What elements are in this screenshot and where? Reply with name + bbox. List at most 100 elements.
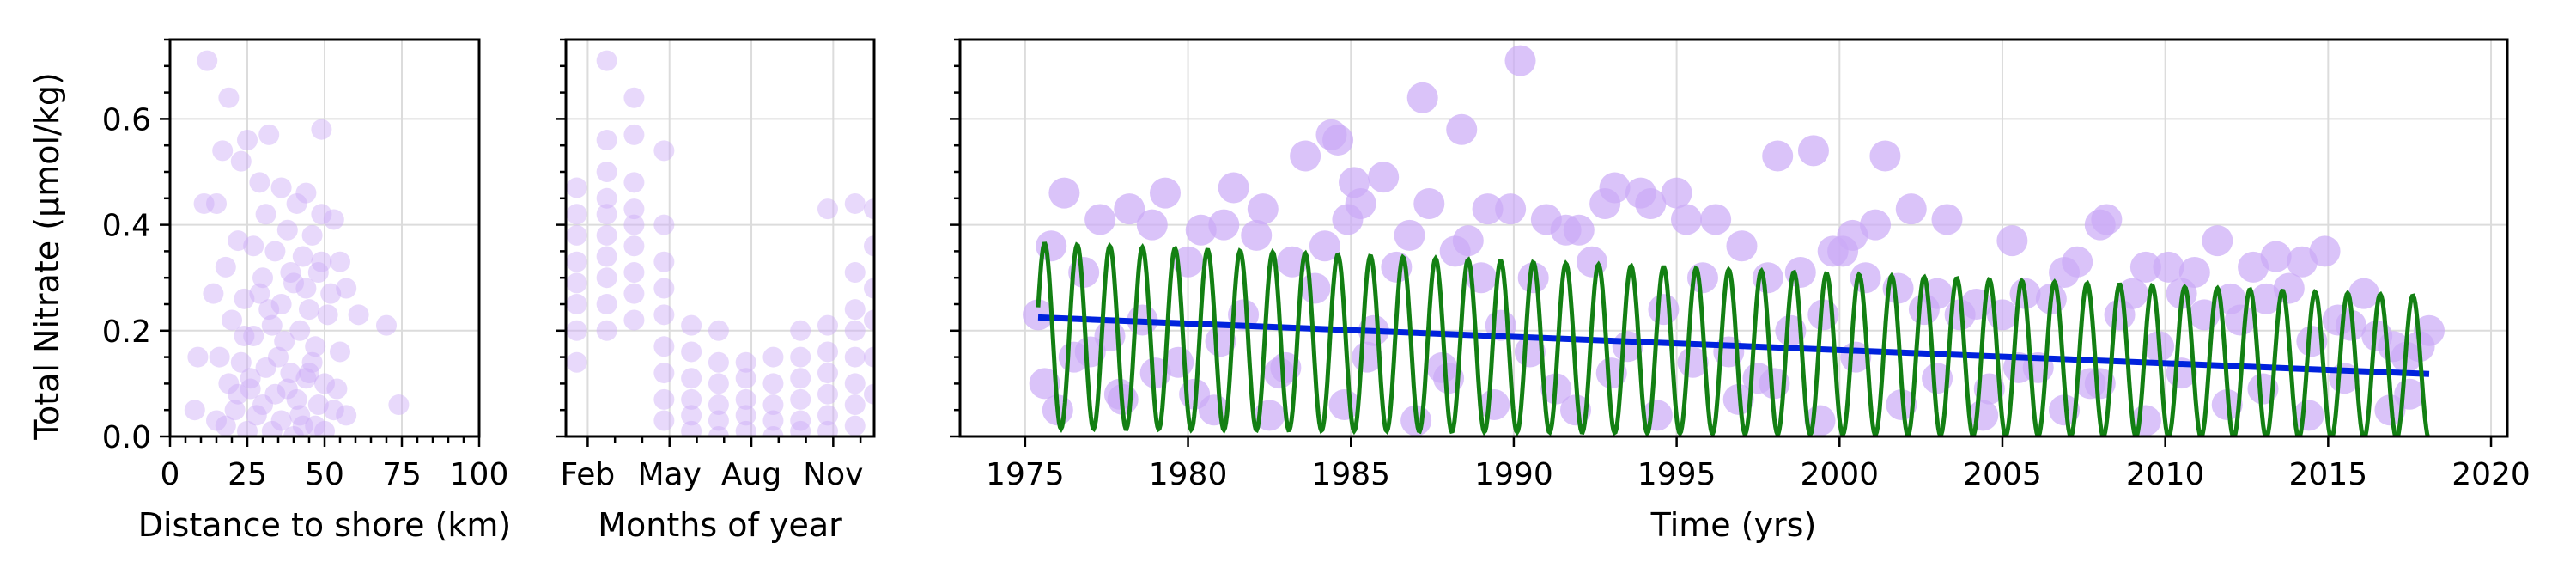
scatter-point <box>307 394 329 416</box>
scatter-point <box>299 299 319 321</box>
scatter-point <box>1869 140 1901 172</box>
scatter-point <box>283 426 304 437</box>
scatter-point <box>255 204 276 225</box>
scatter-point <box>264 383 286 405</box>
scatter-point <box>708 320 729 341</box>
scatter-point <box>566 272 587 294</box>
scatter-point <box>261 420 283 437</box>
scatter-point <box>206 410 227 431</box>
scatter-point <box>864 346 874 368</box>
scatter-point <box>212 140 234 162</box>
x-tick-label: May <box>638 457 702 492</box>
x-tick-label: 0 <box>161 457 180 492</box>
scatter-point <box>1648 294 1680 326</box>
scatter-point <box>681 341 702 363</box>
scatter-point <box>681 388 702 410</box>
scatter-point <box>295 182 317 204</box>
scatter-point <box>336 405 357 426</box>
scatter-point <box>566 351 587 373</box>
scatter-point <box>653 214 675 235</box>
scatter-point <box>1700 204 1732 235</box>
scatter-point <box>653 388 675 410</box>
scatter-point <box>330 251 350 272</box>
scatter-point <box>2091 204 2123 235</box>
scatter-point <box>653 140 675 162</box>
scatter-point <box>708 373 729 394</box>
scatter-point <box>708 426 729 437</box>
x-axis-label: Time (yrs) <box>1650 506 1817 544</box>
scatter-point <box>261 314 283 336</box>
scatter-point <box>623 172 645 193</box>
scatter-point <box>2202 225 2233 257</box>
scatter-point <box>1114 193 1145 225</box>
scatter-point <box>276 219 298 241</box>
scatter-point <box>623 309 645 331</box>
scatter-point <box>844 394 866 416</box>
scatter-point <box>292 415 313 437</box>
scatter-point <box>240 368 261 389</box>
scatter-point <box>844 299 866 321</box>
y-tick-label: 0.6 <box>102 102 151 137</box>
scatter-point <box>596 224 617 246</box>
x-tick-label: 1995 <box>1637 457 1716 492</box>
scatter-point <box>215 415 236 437</box>
scatter-point <box>817 341 838 363</box>
scatter-point <box>323 400 344 421</box>
panel-months: Feb May Aug Nov Months of year <box>556 38 876 544</box>
scatter-point <box>252 394 273 416</box>
scatter-point <box>1762 140 1794 172</box>
scatter-point <box>230 150 252 172</box>
scatter-point <box>314 420 335 437</box>
scatter-point <box>218 87 240 108</box>
scatter-point <box>623 124 645 145</box>
scatter-point <box>790 368 811 389</box>
scatter-point <box>1446 113 1478 145</box>
scatter-point <box>653 278 675 299</box>
scatter-point <box>1797 135 1829 167</box>
scatter-point <box>1290 140 1321 172</box>
scatter-point <box>249 172 270 193</box>
scatter-point <box>844 262 866 284</box>
scatter-point <box>623 235 645 257</box>
scatter-point <box>762 373 784 394</box>
scatter-point <box>2260 241 2292 272</box>
plot-area <box>566 50 874 437</box>
scatter-point <box>1563 214 1595 246</box>
scatter-point <box>566 251 587 272</box>
scatter-point <box>864 383 874 405</box>
scatter-point <box>243 235 264 257</box>
scatter-point <box>1150 177 1182 209</box>
scatter-point <box>230 351 252 373</box>
scatter-point <box>1029 368 1060 400</box>
scatter-point <box>234 288 255 309</box>
scatter-point <box>270 177 292 198</box>
scatter-point <box>1048 177 1080 209</box>
panel-distance: 0.0 0.2 0.4 0.6 0 25 50 75 100 Distance to shore … <box>102 38 511 544</box>
x-tick-label: 100 <box>450 457 509 492</box>
scatter-point <box>320 283 342 304</box>
scatter-point <box>289 320 311 341</box>
scatter-point <box>817 363 838 384</box>
scatter-point <box>1084 204 1116 235</box>
scatter-point <box>762 410 784 431</box>
scatter-point <box>735 420 756 437</box>
scatter-point <box>1860 209 1892 241</box>
scatter-point <box>187 346 209 368</box>
scatter-point <box>653 363 675 384</box>
scatter-point <box>224 400 246 421</box>
scatter-point <box>1495 193 1527 225</box>
scatter-point <box>2129 251 2161 283</box>
scatter-point <box>184 400 205 421</box>
x-tick-label: 1985 <box>1311 457 1390 492</box>
scatter-point <box>301 351 323 373</box>
x-tick-label: Nov <box>803 457 863 492</box>
scatter-point <box>2348 278 2380 309</box>
scatter-point <box>596 204 617 225</box>
scatter-point <box>215 256 236 278</box>
scatter-point <box>596 267 617 289</box>
y-tick-label: 0.4 <box>102 209 151 244</box>
scatter-point <box>817 314 838 336</box>
scatter-point <box>566 177 587 198</box>
scatter-point <box>681 405 702 426</box>
